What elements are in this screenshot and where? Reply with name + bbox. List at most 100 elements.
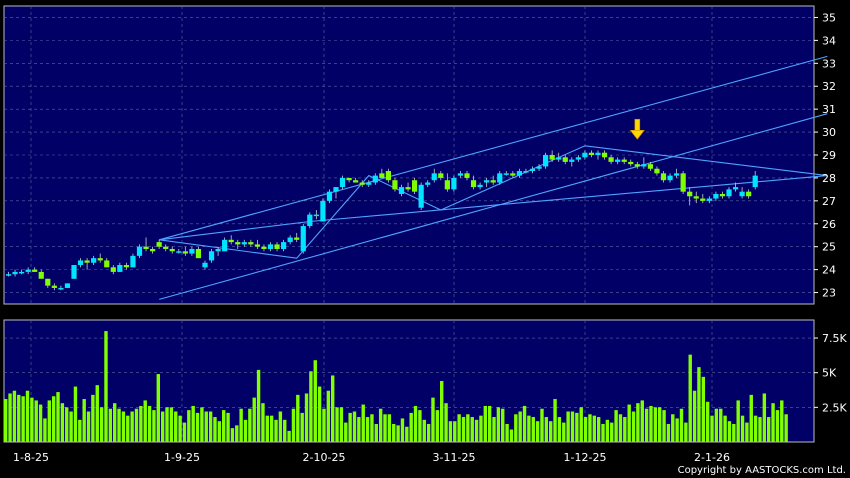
price-tick-label: 24: [822, 264, 836, 277]
copyright-notice: Copyright by AASTOCKS.com Ltd.: [677, 465, 846, 476]
candle-body: [130, 255, 136, 268]
volume-bar: [139, 405, 143, 442]
candle-body: [287, 237, 293, 243]
candlestick: [660, 171, 667, 183]
candle-body: [248, 242, 254, 245]
candlestick: [444, 173, 450, 192]
volume-bar: [335, 407, 339, 442]
candlestick: [674, 168, 680, 178]
candle-body: [674, 173, 680, 176]
volume-bar: [60, 403, 65, 442]
candle-body: [71, 265, 77, 279]
candlestick: [484, 177, 490, 188]
candle-body: [359, 182, 365, 185]
candlestick: [32, 267, 38, 272]
volume-bar: [418, 410, 422, 442]
candle-body: [405, 187, 411, 190]
candle-body: [366, 182, 372, 185]
price-axis-ticks: 23 24 25 26 27 28 29 30 31 32 33 34 35: [814, 11, 836, 300]
volume-bar: [675, 418, 679, 442]
candlestick: [687, 187, 693, 206]
candle-body: [543, 155, 549, 167]
volume-bar: [448, 421, 453, 442]
volume-bar: [697, 367, 701, 442]
volume-bar: [134, 408, 139, 442]
candle-body: [726, 189, 732, 197]
volume-bar: [649, 405, 653, 442]
candlestick: [254, 239, 260, 249]
volume-bar: [422, 419, 426, 442]
volume-bar: [405, 426, 409, 442]
candle-body: [215, 248, 221, 252]
volume-bar: [396, 425, 400, 442]
candle-body: [615, 159, 621, 162]
volume-bar: [549, 421, 553, 442]
candlestick: [156, 239, 162, 249]
candle-body: [444, 180, 450, 190]
candlestick: [25, 267, 31, 275]
volume-bar: [479, 415, 483, 442]
volume-bar: [762, 393, 767, 442]
volume-bar: [30, 397, 34, 442]
candlestick: [182, 246, 188, 256]
candlestick: [418, 182, 424, 211]
candle-body: [97, 258, 103, 261]
candle-body: [706, 198, 712, 201]
candlestick: [333, 187, 339, 199]
volume-bar: [501, 408, 505, 442]
candle-body: [392, 180, 398, 190]
candlestick: [615, 157, 621, 165]
volume-bar: [767, 417, 771, 442]
volume-bar: [239, 408, 243, 442]
candlesticks: [5, 150, 758, 291]
volume-bar: [745, 422, 749, 442]
candle-body: [136, 246, 143, 256]
candlestick: [130, 253, 136, 268]
volume-bar: [348, 412, 352, 442]
candlestick: [726, 187, 732, 199]
candle-body: [346, 177, 352, 181]
volume-bar: [771, 403, 775, 442]
candle-body: [588, 152, 595, 155]
volume-bar: [38, 404, 43, 442]
volume-bar: [784, 414, 788, 442]
candlestick: [143, 237, 149, 252]
date-tick-label: 1-9-25: [164, 451, 200, 464]
candle-body: [739, 191, 745, 197]
volume-bar: [326, 390, 331, 442]
candlestick: [97, 253, 103, 263]
candlestick: [575, 155, 581, 162]
volume-bar: [592, 415, 596, 442]
volume-bar: [331, 375, 335, 442]
volume-bar: [610, 422, 614, 442]
candle-body: [418, 184, 424, 208]
volume-bar: [583, 417, 588, 442]
volume-bar: [143, 400, 147, 442]
candle-body: [536, 166, 542, 169]
candlestick: [372, 173, 378, 185]
candle-body: [634, 164, 640, 167]
volume-bar: [531, 417, 535, 442]
volume-bar: [514, 414, 518, 442]
candlestick: [19, 269, 25, 275]
volume-bar: [8, 393, 12, 442]
candle-body: [195, 248, 202, 259]
candlestick: [359, 180, 365, 188]
candlestick: [195, 246, 202, 259]
candlestick: [588, 150, 595, 158]
candle-body: [746, 191, 752, 197]
volume-bar: [182, 422, 187, 442]
date-tick-label: 2-1-26: [694, 451, 730, 464]
volume-bar: [34, 400, 38, 442]
volume-bar: [374, 423, 378, 442]
volume-bar: [749, 394, 753, 442]
volume-bar: [640, 400, 644, 442]
candlestick: [287, 235, 293, 245]
candle-body: [549, 155, 555, 160]
volume-bar: [287, 430, 291, 442]
candle-body: [19, 271, 25, 274]
candle-body: [254, 244, 260, 247]
volume-bar: [222, 410, 226, 442]
candle-body: [202, 262, 208, 268]
candlestick: [543, 152, 549, 169]
